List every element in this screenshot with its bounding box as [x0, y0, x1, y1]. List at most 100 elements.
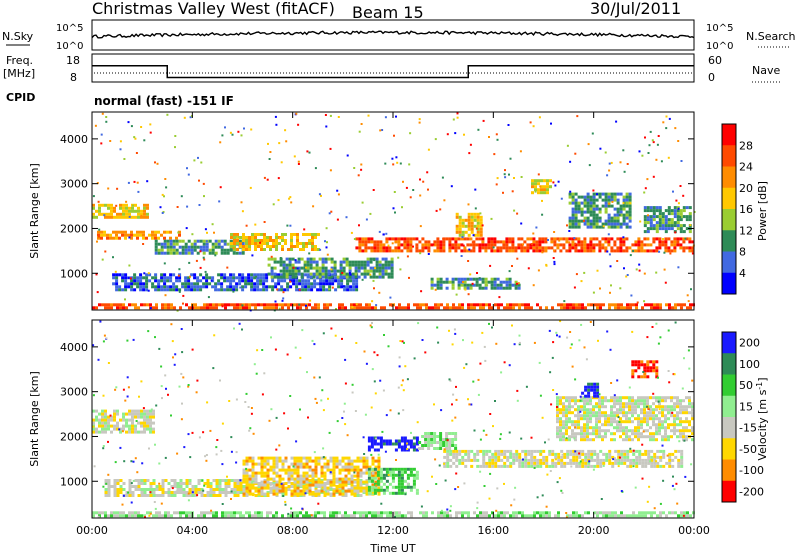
data-cell [249, 460, 252, 463]
data-cell [404, 468, 407, 471]
data-cell [208, 282, 211, 285]
noise-cell [251, 254, 253, 256]
noise-cell [297, 124, 299, 126]
data-cell [98, 303, 101, 306]
data-cell [220, 285, 223, 288]
data-cell [497, 514, 500, 517]
data-cell [511, 249, 514, 252]
data-cell [385, 237, 388, 240]
noise-cell [687, 294, 689, 296]
data-cell [656, 462, 659, 465]
data-cell [282, 478, 285, 481]
data-cell [300, 466, 303, 469]
noise-cell [616, 260, 618, 262]
noise-cell [576, 273, 578, 275]
data-cell [416, 306, 419, 309]
data-cell [348, 490, 351, 493]
data-cell [250, 288, 253, 291]
data-cell [583, 246, 586, 249]
data-cell [224, 252, 227, 255]
data-cell [223, 273, 226, 276]
data-cell [418, 441, 421, 444]
noise-cell [305, 267, 307, 269]
data-cell [523, 249, 526, 252]
data-cell [568, 237, 571, 240]
data-cell [261, 463, 264, 466]
data-cell [479, 514, 482, 517]
noise-cell [356, 303, 358, 305]
data-cell [482, 459, 485, 462]
data-cell [247, 276, 250, 279]
data-cell [182, 246, 185, 249]
data-cell [683, 303, 686, 306]
data-cell [372, 463, 375, 466]
data-cell [509, 465, 512, 468]
data-cell [151, 231, 154, 234]
noise-cell [498, 296, 500, 298]
power-cells [92, 112, 696, 311]
data-cell [572, 193, 575, 196]
data-cell [503, 453, 506, 456]
data-cell [186, 479, 189, 482]
data-cell [128, 511, 131, 514]
data-cell [674, 215, 677, 218]
data-cell [269, 511, 272, 514]
data-cell [589, 402, 592, 405]
data-cell [437, 514, 440, 517]
data-cell [217, 273, 220, 276]
data-cell [647, 206, 650, 209]
data-cell [572, 456, 575, 459]
data-cell [150, 485, 153, 488]
data-cell [275, 511, 278, 514]
data-cell [380, 437, 383, 440]
data-cell [146, 216, 149, 219]
data-cell [325, 258, 328, 261]
data-cell [480, 234, 483, 237]
data-cell [281, 236, 284, 239]
data-cell [595, 420, 598, 423]
noise-cell [267, 179, 269, 181]
data-cell [368, 474, 371, 477]
data-cell [530, 453, 533, 456]
data-cell [224, 306, 227, 309]
data-cell [218, 243, 221, 246]
data-cell [562, 423, 565, 426]
data-cell [324, 466, 327, 469]
noise-cell [295, 259, 297, 261]
data-cell [406, 246, 409, 249]
data-cell [330, 457, 333, 460]
data-cell [419, 303, 422, 306]
data-cell [149, 416, 152, 419]
data-cell [658, 396, 661, 399]
data-cell [303, 490, 306, 493]
data-cell [647, 456, 650, 459]
data-cell [269, 248, 272, 251]
data-cell [622, 414, 625, 417]
data-cell [616, 408, 619, 411]
noise-cell [556, 406, 558, 408]
data-cell [158, 249, 161, 252]
data-cell [169, 279, 172, 282]
data-cell [662, 227, 665, 230]
noise-cell [475, 207, 477, 209]
data-cell [410, 440, 413, 443]
data-cell [135, 488, 138, 491]
data-cell [291, 478, 294, 481]
noise-cell [655, 272, 657, 274]
data-cell [653, 453, 656, 456]
noise-cell [221, 134, 223, 136]
data-cell [319, 270, 322, 273]
data-cell [115, 237, 118, 240]
data-cell [566, 453, 569, 456]
data-cell [625, 411, 628, 414]
data-cell [509, 303, 512, 306]
data-cell [120, 488, 123, 491]
data-cell [505, 243, 508, 246]
data-cell [584, 306, 587, 309]
data-cell [376, 264, 379, 267]
y-tick-label: 2000 [60, 222, 88, 235]
noise-cell [655, 159, 657, 161]
data-cell [668, 465, 671, 468]
data-cell [595, 432, 598, 435]
